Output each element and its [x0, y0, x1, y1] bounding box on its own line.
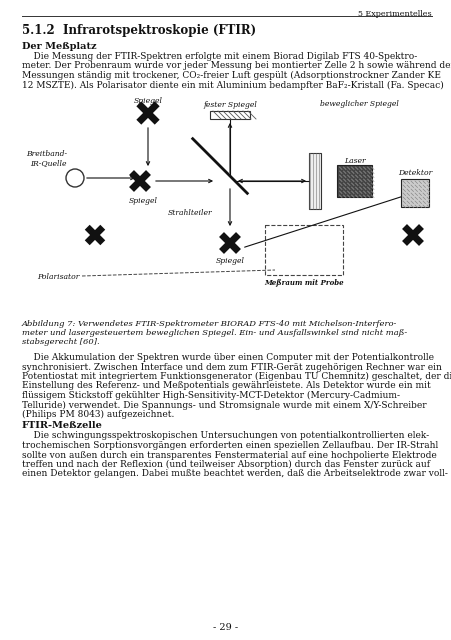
- Text: - 29 -: - 29 -: [213, 623, 238, 632]
- Text: fester Spiegel: fester Spiegel: [202, 101, 256, 109]
- Text: 5 Experimentelles: 5 Experimentelles: [358, 10, 431, 18]
- Text: IR-Quelle: IR-Quelle: [30, 159, 67, 167]
- Text: Abbildung 7: Verwendetes FTIR-Spektrometer BIORAD FTS-40 mit Michelson-Interfero: Abbildung 7: Verwendetes FTIR-Spektromet…: [22, 320, 396, 328]
- Bar: [210, 111, 249, 119]
- Text: Strahlteiler: Strahlteiler: [167, 209, 212, 217]
- Text: Meßraum mit Probe: Meßraum mit Probe: [263, 279, 343, 287]
- Text: Telluride) verwendet. Die Spannungs- und Stromsignale wurde mit einem X/Y-Schrei: Telluride) verwendet. Die Spannungs- und…: [22, 401, 426, 410]
- Text: beweglicher Spiegel: beweglicher Spiegel: [319, 100, 398, 108]
- Text: sollte von außen durch ein transparentes Fenstermaterial auf eine hochpolierte E: sollte von außen durch ein transparentes…: [22, 451, 436, 460]
- Text: treffen und nach der Reflexion (und teilweiser Absorption) durch das Fenster zur: treffen und nach der Reflexion (und teil…: [22, 460, 429, 469]
- Text: Der Meßplatz: Der Meßplatz: [22, 42, 97, 51]
- Text: Die Messung der FTIR-Spektren erfolgte mit einem Biorad Digilab FTS 40-Spektro-: Die Messung der FTIR-Spektren erfolgte m…: [22, 52, 416, 61]
- Text: FTIR-Meßzelle: FTIR-Meßzelle: [22, 420, 103, 429]
- Bar: [337, 165, 372, 197]
- Text: 12 MSZTE). Als Polarisator diente ein mit Aluminium bedampfter BaF₂-Kristall (Fa: 12 MSZTE). Als Polarisator diente ein mi…: [22, 81, 443, 90]
- Text: meter und lasergesteuertem beweglichen Spiegel. Ein- und Ausfallswinkel sind nic: meter und lasergesteuertem beweglichen S…: [22, 329, 406, 337]
- Text: flüssigem Stickstoff gekühlter High-Sensitivity-MCT-Detektor (Mercury-Cadmium-: flüssigem Stickstoff gekühlter High-Sens…: [22, 391, 399, 400]
- Text: stabsgerecht [60].: stabsgerecht [60].: [22, 338, 99, 346]
- Text: Die schwingungsspektroskopischen Untersuchungen von potentialkontrollierten elek: Die schwingungsspektroskopischen Untersu…: [22, 431, 428, 440]
- Bar: [264, 225, 342, 275]
- Text: Laser: Laser: [343, 157, 365, 165]
- Text: synchronisiert. Zwischen Interface und dem zum FTIR-Gerät zugehörigen Rechner wa: synchronisiert. Zwischen Interface und d…: [22, 362, 441, 371]
- Text: 5.1.2  Infrarotspektroskopie (FTIR): 5.1.2 Infrarotspektroskopie (FTIR): [22, 24, 256, 37]
- Bar: [400, 179, 428, 207]
- Text: Polarisator: Polarisator: [37, 273, 79, 281]
- Text: einen Detektor gelangen. Dabei mußte beachtet werden, daß die Arbeitselektrode z: einen Detektor gelangen. Dabei mußte bea…: [22, 470, 447, 479]
- Text: Einstellung des Referenz- und Meßpotentials gewährleistete. Als Detektor wurde e: Einstellung des Referenz- und Meßpotenti…: [22, 381, 430, 390]
- Text: Spiegel: Spiegel: [215, 257, 244, 265]
- Text: Breitband-: Breitband-: [26, 150, 67, 158]
- Text: Spiegel: Spiegel: [133, 97, 162, 105]
- Bar: [308, 153, 320, 209]
- Text: meter. Der Probenraum wurde vor jeder Messung bei montierter Zelle 2 h sowie wäh: meter. Der Probenraum wurde vor jeder Me…: [22, 61, 451, 70]
- Text: Detektor: Detektor: [397, 169, 431, 177]
- Text: Die Akkumulation der Spektren wurde über einen Computer mit der Potentialkontrol: Die Akkumulation der Spektren wurde über…: [22, 353, 433, 362]
- Text: Spiegel: Spiegel: [128, 197, 157, 205]
- Text: (Philips PM 8043) aufgezeichnet.: (Philips PM 8043) aufgezeichnet.: [22, 410, 174, 419]
- Text: Messungen ständig mit trockener, CO₂-freier Luft gespült (Adsorptionstrockner Za: Messungen ständig mit trockener, CO₂-fre…: [22, 71, 440, 80]
- Text: trochemischen Sorptionsvorgängen erforderten einen speziellen Zellaufbau. Der IR: trochemischen Sorptionsvorgängen erforde…: [22, 441, 437, 450]
- Text: Potentiostat mit integriertem Funktionsgenerator (Eigenbau TU Chemnitz) geschalt: Potentiostat mit integriertem Funktionsg…: [22, 372, 451, 381]
